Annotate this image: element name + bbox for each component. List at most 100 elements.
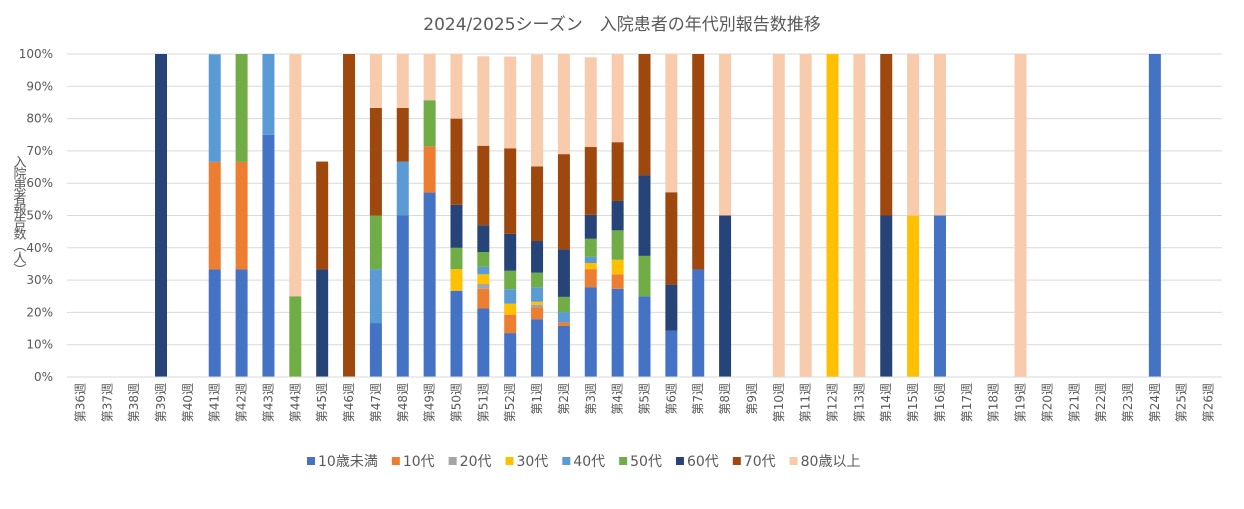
bar-segment [880, 215, 893, 377]
bar-segment [611, 200, 624, 231]
legend-swatch [675, 457, 684, 465]
x-tick-label: 第22週 [1094, 383, 1108, 422]
y-tick-label: 10% [26, 338, 53, 352]
bar-segment [316, 161, 329, 270]
bar-segment [665, 330, 678, 377]
x-tick-label: 第45週 [315, 383, 329, 422]
legend-label: 20代 [460, 454, 492, 470]
bar-segment [531, 241, 544, 273]
bar-segment [369, 54, 382, 108]
bar-segment [369, 323, 382, 377]
bar-segment [208, 269, 221, 377]
bar-segment [369, 215, 382, 270]
bar-segment [772, 54, 785, 377]
bar-segment [531, 272, 544, 288]
bar-segment [584, 214, 597, 239]
bar-segment [907, 54, 920, 216]
bar-segment [396, 107, 409, 162]
bar-segment [504, 148, 517, 234]
bar-segment [611, 230, 624, 260]
x-tick-label: 第41週 [208, 383, 222, 422]
bar-segment [611, 274, 624, 289]
x-tick-label: 第43週 [261, 383, 275, 422]
y-tick-label: 70% [26, 144, 53, 158]
legend-swatch [619, 457, 628, 465]
bar-segment [531, 307, 544, 320]
bar-segment [208, 54, 221, 162]
y-tick-label: 20% [26, 305, 53, 319]
bar-segment [208, 161, 221, 270]
bar-segment [692, 54, 705, 270]
y-tick-label: 50% [26, 209, 53, 223]
bar-segment [262, 134, 275, 377]
bar-segment [450, 54, 463, 119]
x-tick-label: 第38週 [127, 383, 141, 422]
bar-segment [638, 175, 651, 256]
bar-segment [423, 192, 436, 377]
y-tick-label: 60% [26, 176, 53, 190]
bar-segment [611, 142, 624, 201]
bar-segment [477, 145, 490, 226]
bar-segment [531, 304, 544, 308]
y-tick-label: 100% [19, 47, 53, 61]
bar-segment [1148, 54, 1161, 377]
legend-item: 50代 [619, 454, 662, 470]
chart-title: 2024/2025シーズン 入院患者の年代別報告数推移 [423, 15, 820, 35]
legend-swatch [732, 457, 741, 465]
bar-segment [611, 54, 624, 143]
legend-label: 50代 [630, 454, 662, 470]
bar-segment [504, 233, 517, 271]
bar-segment [557, 322, 570, 326]
x-tick-label: 第11週 [799, 383, 813, 422]
bar-segment [557, 312, 570, 323]
bar-segment [584, 287, 597, 377]
x-tick-label: 第17週 [960, 383, 974, 422]
legend-item: 70代 [732, 454, 776, 470]
legend-label: 10歳未満 [318, 454, 378, 470]
bar-segment [423, 54, 436, 101]
legend-swatch [505, 457, 514, 465]
bar-segment [531, 54, 544, 167]
bar-segment [235, 161, 248, 270]
legend-item: 80歳以上 [789, 454, 860, 470]
y-tick-label: 80% [26, 112, 53, 126]
bar-segment [235, 269, 248, 377]
x-tick-label: 第13週 [852, 383, 866, 422]
legend-label: 30代 [516, 454, 548, 470]
bar-segment [477, 225, 490, 252]
legend-label: 60代 [687, 454, 719, 470]
x-tick-label: 第37週 [100, 383, 114, 422]
bar-segment [584, 57, 597, 148]
x-tick-label: 第42週 [235, 383, 249, 422]
bar-segment [611, 259, 624, 275]
bar-segment [504, 303, 517, 315]
legend-swatch [789, 457, 798, 465]
y-axis-ticks: 0% 10% 20% 30% 40% 50% 60% 70% 80% 90% 100% [19, 47, 53, 384]
bar-segment [584, 147, 597, 215]
y-tick-label: 90% [26, 79, 53, 93]
bar-segment [719, 215, 732, 377]
legend-item: 40代 [562, 454, 605, 470]
x-tick-label: 第7週 [691, 383, 705, 415]
x-tick-label: 第49週 [423, 383, 437, 422]
legend-item: 20代 [448, 454, 492, 470]
bar-segment [799, 54, 812, 377]
bar-segment [262, 54, 275, 135]
bar-segment [584, 238, 597, 257]
legend-item: 10歳未満 [307, 454, 378, 470]
legend-item: 60代 [675, 454, 719, 470]
bar-segment [450, 204, 463, 248]
x-tick-label: 第3週 [584, 383, 598, 415]
x-tick-label: 第36週 [73, 383, 87, 422]
x-tick-label: 第52週 [503, 383, 517, 422]
bar-segment [235, 54, 248, 162]
x-tick-label: 第4週 [611, 383, 625, 415]
bar-segment [638, 255, 651, 297]
bars [155, 54, 1161, 377]
bar-segment [504, 56, 517, 149]
bar-segment [933, 54, 946, 216]
bar-segment [504, 289, 517, 304]
x-tick-label: 第12週 [826, 383, 840, 422]
